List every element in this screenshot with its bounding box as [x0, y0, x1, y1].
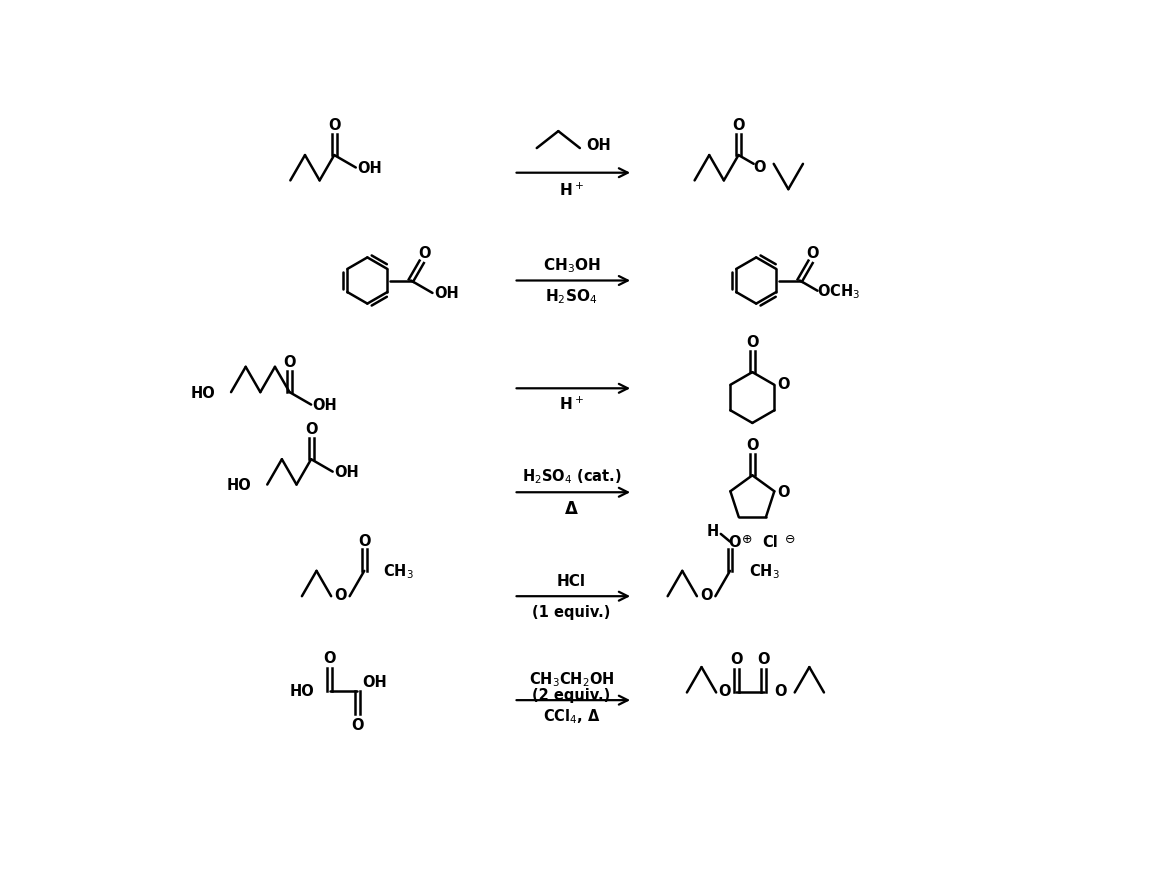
Text: $\ominus$: $\ominus$: [784, 533, 796, 546]
Text: O: O: [305, 421, 318, 436]
Text: H$_2$SO$_4$: H$_2$SO$_4$: [545, 288, 597, 306]
Text: O: O: [324, 650, 336, 665]
Text: CCl$_4$, $\mathbf{\Delta}$: CCl$_4$, $\mathbf{\Delta}$: [543, 706, 600, 725]
Text: OH: OH: [434, 286, 458, 301]
Text: OH: OH: [357, 161, 382, 176]
Text: CH$_3$OH: CH$_3$OH: [543, 256, 600, 275]
Text: O: O: [732, 117, 745, 133]
Text: H$^+$: H$^+$: [559, 395, 583, 413]
Text: O: O: [806, 246, 819, 261]
Text: OH: OH: [362, 674, 386, 689]
Text: O: O: [746, 437, 759, 453]
Text: O: O: [718, 684, 731, 699]
Text: (2 equiv.): (2 equiv.): [532, 687, 610, 702]
Text: H$^+$: H$^+$: [559, 182, 583, 199]
Text: CH$_3$CH$_2$OH: CH$_3$CH$_2$OH: [529, 669, 614, 688]
Text: O: O: [418, 246, 430, 261]
Text: Cl: Cl: [762, 534, 778, 549]
Text: O: O: [328, 117, 341, 133]
Text: O: O: [728, 534, 741, 549]
Text: $\mathbf{\Delta}$: $\mathbf{\Delta}$: [564, 499, 579, 517]
Text: O: O: [730, 652, 742, 667]
Text: O: O: [775, 684, 788, 699]
Text: OH: OH: [312, 398, 338, 413]
Text: O: O: [757, 652, 770, 667]
Text: HO: HO: [226, 477, 251, 493]
Text: CH$_3$: CH$_3$: [383, 562, 413, 580]
Text: H$_2$SO$_4$ (cat.): H$_2$SO$_4$ (cat.): [522, 467, 622, 485]
Text: HO: HO: [191, 385, 216, 401]
Text: O: O: [699, 587, 712, 602]
Text: CH$_3$: CH$_3$: [748, 562, 780, 580]
Text: OCH$_3$: OCH$_3$: [817, 282, 860, 301]
Text: O: O: [358, 533, 370, 548]
Text: HCl: HCl: [557, 574, 586, 588]
Text: O: O: [777, 376, 790, 391]
Text: HO: HO: [290, 684, 314, 699]
Text: O: O: [777, 484, 790, 499]
Text: O: O: [754, 160, 766, 175]
Text: O: O: [334, 587, 347, 602]
Text: (1 equiv.): (1 equiv.): [532, 605, 610, 620]
Text: H: H: [706, 523, 719, 538]
Text: OH: OH: [334, 465, 358, 480]
Text: O: O: [746, 335, 759, 349]
Text: $\oplus$: $\oplus$: [741, 533, 753, 546]
Text: OH: OH: [586, 138, 610, 153]
Text: O: O: [283, 355, 296, 369]
Text: O: O: [351, 718, 363, 733]
